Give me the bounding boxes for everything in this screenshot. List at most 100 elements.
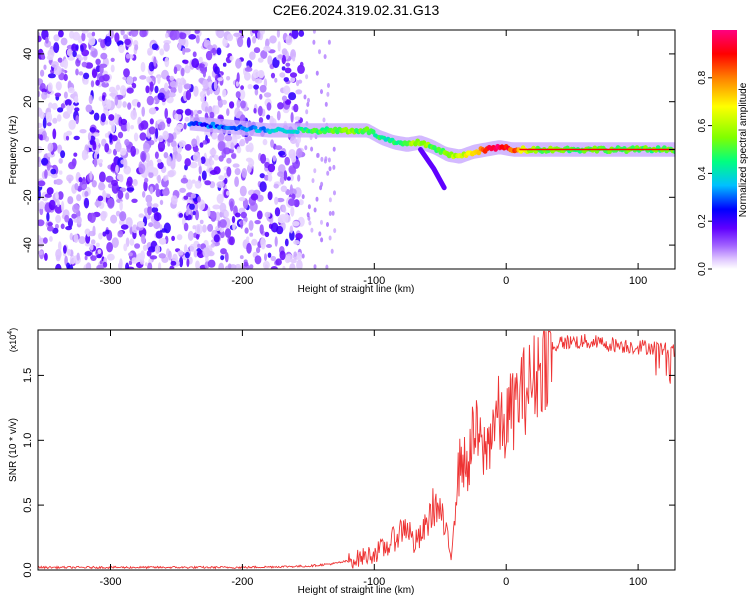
noise-speck	[289, 184, 293, 196]
noise-speck	[38, 107, 43, 117]
snr-x-tick-label: -200	[231, 576, 253, 588]
noise-speck	[147, 165, 155, 173]
figure-title: C2E6.2024.319.02.31.G13	[273, 2, 440, 18]
noise-speck	[81, 184, 88, 189]
noise-speck	[102, 261, 108, 268]
noise-speck	[276, 30, 280, 38]
noise-speck	[283, 170, 288, 181]
noise-speck	[227, 263, 232, 269]
noise-speck	[67, 87, 75, 94]
noise-speck	[89, 171, 93, 181]
noise-speck	[144, 177, 149, 183]
noise-speck	[224, 134, 233, 142]
noise-speck	[220, 255, 225, 261]
colorbar: 0.0 0.2 0.4 0.6 0.8 Normalized spectral ampl…	[697, 30, 749, 276]
noise-speck	[55, 249, 62, 260]
noise-speck	[222, 62, 227, 67]
noise-speck	[43, 237, 48, 244]
noise-speck	[315, 196, 319, 202]
noise-speck	[131, 82, 137, 89]
noise-speck	[47, 225, 54, 232]
spectrogram-x-axis-label: Height of straight line (km)	[298, 284, 415, 295]
noise-speck	[149, 81, 154, 92]
noise-speck	[263, 45, 271, 52]
noise-speck	[260, 237, 266, 247]
noise-speck	[55, 178, 63, 185]
noise-speck	[123, 158, 128, 169]
noise-speck	[324, 101, 328, 107]
noise-speck	[170, 260, 177, 266]
noise-speck	[98, 159, 104, 164]
noise-speck	[226, 76, 231, 81]
noise-speck	[238, 197, 246, 202]
noise-speck	[54, 92, 62, 98]
noise-speck	[84, 251, 93, 257]
snr-frame	[37, 329, 676, 571]
noise-speck	[240, 34, 245, 39]
noise-speck	[257, 57, 264, 63]
noise-speck	[173, 30, 180, 40]
noise-speck	[167, 170, 175, 178]
noise-speck	[202, 70, 206, 78]
noise-speck	[240, 211, 247, 219]
noise-speck	[192, 211, 196, 216]
noise-speck	[56, 114, 62, 122]
noise-speck	[99, 171, 106, 183]
noise-speck	[266, 114, 271, 120]
noise-speck	[155, 188, 161, 198]
noise-speck	[92, 141, 97, 151]
noise-speck	[267, 163, 276, 173]
noise-speck	[281, 48, 288, 56]
noise-speck	[253, 107, 257, 114]
noise-speck	[115, 141, 122, 153]
noise-speck	[267, 174, 273, 182]
noise-speck	[123, 34, 129, 40]
noise-speck	[110, 64, 115, 73]
noise-speck	[158, 121, 166, 131]
noise-speck	[217, 140, 226, 152]
noise-speck	[295, 89, 303, 95]
noise-speck	[236, 99, 241, 109]
noise-speck	[194, 180, 202, 189]
noise-speck	[185, 209, 189, 216]
noise-speck	[107, 253, 115, 261]
noise-speck	[278, 150, 286, 156]
noise-speck	[40, 69, 45, 77]
noise-speck	[73, 233, 79, 243]
noise-speck	[53, 65, 62, 76]
noise-speck	[104, 36, 112, 47]
noise-speck	[256, 194, 264, 202]
noise-speck	[270, 72, 276, 79]
noise-speck	[124, 38, 131, 46]
noise-speck	[156, 158, 162, 164]
noise-speck	[75, 58, 81, 67]
noise-speck	[126, 187, 135, 192]
noise-speck	[47, 222, 53, 227]
noise-speck	[209, 111, 215, 119]
noise-speck	[53, 34, 60, 42]
noise-speck	[257, 70, 265, 79]
noise-speck	[72, 50, 77, 58]
noise-speck	[74, 183, 79, 191]
noise-speck	[260, 153, 267, 164]
noise-speck	[184, 251, 190, 259]
noise-speck	[312, 39, 316, 45]
noise-speck	[323, 54, 327, 60]
noise-speck	[178, 42, 182, 51]
noise-speck	[90, 255, 97, 261]
noise-speck	[244, 227, 249, 234]
noise-speck	[276, 197, 285, 203]
noise-speck	[254, 255, 262, 265]
noise-speck	[176, 234, 183, 241]
noise-speck	[320, 219, 323, 225]
spectrogram-x-tick-label: 100	[629, 275, 647, 287]
noise-speck	[193, 146, 199, 153]
noise-speck	[264, 264, 269, 269]
noise-speck	[250, 193, 259, 201]
noise-speck	[252, 36, 257, 44]
noise-speck	[45, 111, 53, 123]
noise-speck	[239, 138, 246, 147]
noise-speck	[140, 120, 149, 130]
spectrogram-y-tick-label: -20	[22, 189, 34, 205]
noise-speck	[251, 238, 258, 246]
